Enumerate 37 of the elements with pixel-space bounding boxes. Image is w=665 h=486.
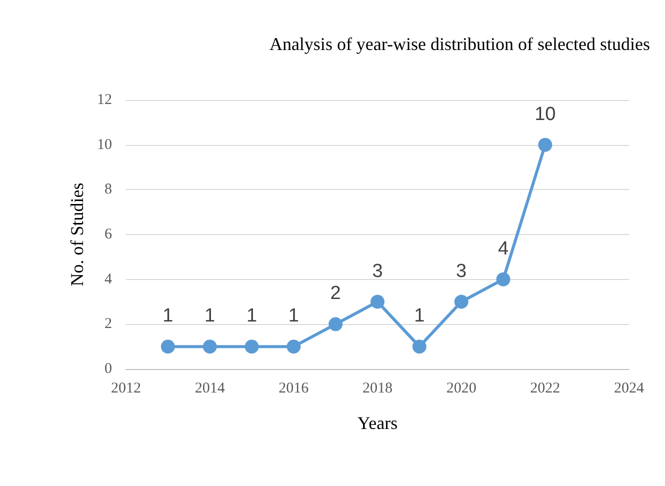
x-tick-label: 2012: [111, 380, 141, 396]
x-tick-label: 2016: [278, 380, 310, 396]
point: [328, 317, 343, 332]
chart-title: Analysis of year-wise distribution of selected studies: [269, 34, 650, 54]
y-tick-label: 6: [104, 226, 112, 242]
data-label: 1: [246, 306, 258, 327]
point: [496, 272, 510, 286]
x-tick-label: 2020: [446, 380, 476, 396]
point: [202, 340, 217, 354]
data-label: 4: [498, 238, 509, 260]
point: [454, 294, 468, 309]
data-label: 1: [162, 306, 174, 327]
data-label: 1: [414, 306, 425, 327]
point: [160, 340, 175, 354]
x-axis-title: Years: [357, 413, 398, 433]
y-tick-label: 10: [97, 136, 112, 153]
point: [370, 294, 384, 309]
y-axis-title: No. of Studies: [67, 182, 88, 286]
point: [538, 138, 552, 152]
point: [286, 340, 301, 354]
x-tick-label: 2024: [614, 380, 644, 396]
data-label: 10: [534, 104, 556, 125]
y-tick-label: 8: [104, 182, 112, 198]
data-label: 1: [204, 306, 216, 327]
point: [244, 340, 259, 354]
data-label: 2: [330, 283, 341, 304]
y-tick-label: 4: [104, 271, 112, 288]
y-tick-label: 12: [97, 92, 112, 108]
data-label: 3: [456, 260, 467, 282]
x-tick-label: 2014: [194, 380, 226, 396]
x-tick-label: 2022: [530, 380, 560, 396]
y-tick-label: 0: [104, 361, 112, 377]
x-tick-label: 2018: [362, 380, 392, 396]
y-tick-label: 2: [104, 316, 112, 332]
point: [412, 340, 426, 354]
data-label: 3: [372, 260, 383, 282]
data-label: 1: [288, 306, 299, 327]
